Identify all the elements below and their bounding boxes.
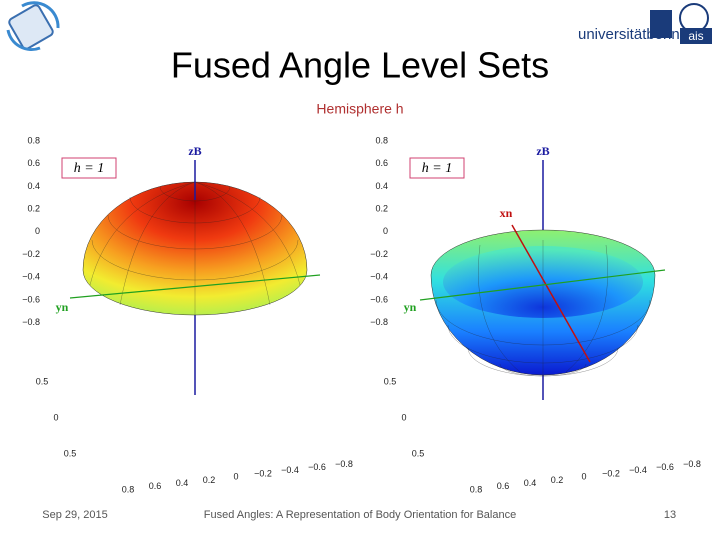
- x-tick-label: −0.6: [308, 462, 326, 472]
- slide-title: Fused Angle Level Sets: [171, 45, 549, 86]
- x-tick-label: 0.6: [149, 481, 162, 491]
- axis-label: zB: [536, 144, 549, 158]
- x-tick-label: 0.2: [203, 475, 216, 485]
- z-tick-label: −0.6: [22, 294, 40, 304]
- axis-label: xn: [500, 206, 513, 220]
- z-tick-label: −0.2: [22, 249, 40, 259]
- x-tick-label: 0.8: [122, 484, 135, 494]
- x-tick-label: 0.4: [524, 478, 537, 488]
- slide-subtitle: Hemisphere h: [316, 101, 403, 117]
- z-tick-label: −0.8: [370, 317, 388, 327]
- x-tick-label: −0.4: [281, 465, 299, 475]
- axis-label: yn: [56, 300, 69, 314]
- x-tick-label: 0.6: [497, 481, 510, 491]
- z-tick-label: 0: [35, 226, 40, 236]
- y-tick-label: 0.5: [384, 376, 397, 386]
- page-number: 13: [664, 509, 676, 521]
- z-tick-label: 0.6: [375, 158, 388, 168]
- z-tick-label: −0.4: [370, 272, 388, 282]
- z-tick-label: 0.6: [27, 158, 40, 168]
- x-tick-label: 0: [233, 472, 238, 482]
- y-tick-label: 0.5: [36, 376, 49, 386]
- x-tick-label: −0.8: [683, 459, 701, 469]
- x-tick-label: 0.2: [551, 475, 564, 485]
- y-tick-label: 0.5: [412, 448, 425, 458]
- logo-badge: ais: [688, 29, 703, 43]
- z-tick-label: −0.6: [370, 294, 388, 304]
- level-label: h = 1: [422, 161, 452, 176]
- footer-date: Sep 29, 2015: [42, 509, 107, 521]
- level-box: [409, 157, 465, 179]
- x-tick-label: 0.4: [176, 478, 189, 488]
- plot-surface: [419, 160, 666, 400]
- z-tick-label: 0.2: [27, 203, 40, 213]
- axis-label: zB: [188, 144, 201, 158]
- x-tick-label: −0.2: [602, 468, 620, 478]
- logo-icon: [6, 1, 60, 52]
- z-tick-label: 0.2: [375, 203, 388, 213]
- z-tick-label: 0: [383, 226, 388, 236]
- z-tick-label: 0.4: [27, 181, 40, 191]
- logo-crest: [650, 3, 712, 44]
- z-tick-label: 0.8: [375, 135, 388, 145]
- footer-text: Fused Angles: A Representation of Body O…: [204, 509, 516, 521]
- z-tick-label: 0.8: [27, 135, 40, 145]
- x-tick-label: 0.8: [470, 484, 483, 494]
- x-tick-label: −0.4: [629, 465, 647, 475]
- z-tick-label: −0.4: [22, 272, 40, 282]
- y-tick-label: 0.5: [64, 448, 77, 458]
- z-tick-label: 0.4: [375, 181, 388, 191]
- y-tick-label: 0: [401, 412, 406, 422]
- level-label: h = 1: [74, 161, 104, 176]
- axis-label: yn: [404, 300, 417, 314]
- y-tick-label: 0: [53, 412, 58, 422]
- x-tick-label: 0: [581, 472, 586, 482]
- x-tick-label: −0.8: [335, 459, 353, 469]
- x-tick-label: −0.2: [254, 468, 272, 478]
- level-box: [61, 157, 117, 179]
- z-tick-label: −0.2: [370, 249, 388, 259]
- x-tick-label: −0.6: [656, 462, 674, 472]
- plot-surface: [69, 160, 321, 395]
- z-tick-label: −0.8: [22, 317, 40, 327]
